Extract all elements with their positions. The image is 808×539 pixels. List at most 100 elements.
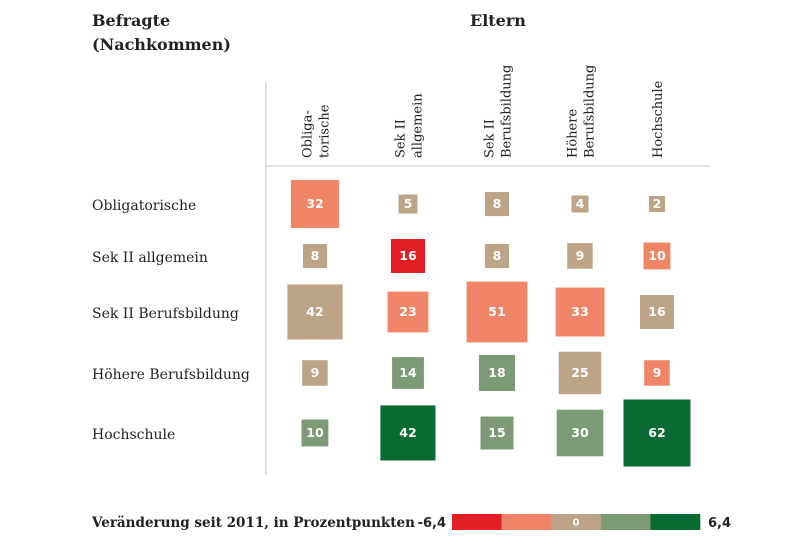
cell-square-r0-c2 bbox=[485, 192, 510, 217]
cell-square-r4-c0 bbox=[301, 419, 329, 447]
cell-square-r2-c3 bbox=[555, 287, 605, 337]
cell-square-r2-c0 bbox=[287, 284, 343, 340]
legend-max-label: 6,4 bbox=[708, 516, 731, 531]
legend-swatch-neg_medium bbox=[501, 514, 552, 530]
heatmap-cell: 8 bbox=[485, 244, 510, 269]
heatmap-cell: 9 bbox=[567, 243, 593, 269]
heatmap-cell: 10 bbox=[643, 242, 671, 270]
cell-value-r1-c2: 8 bbox=[493, 248, 502, 263]
rows-heading-line2: (Nachkommen) bbox=[92, 35, 231, 54]
cell-value-r4-c2: 15 bbox=[488, 425, 505, 440]
cell-square-r3-c2 bbox=[478, 354, 515, 391]
heatmap-cell: 62 bbox=[623, 399, 691, 467]
cell-value-r4-c1: 42 bbox=[399, 425, 416, 440]
cell-square-r4-c2 bbox=[480, 416, 514, 450]
heatmap-cell: 23 bbox=[387, 291, 429, 333]
cell-value-r2-c1: 23 bbox=[399, 304, 416, 319]
row-label-3: Höhere Berufsbildung bbox=[92, 367, 250, 383]
row-label-4: Hochschule bbox=[92, 427, 175, 443]
cell-value-r1-c1: 16 bbox=[399, 248, 417, 263]
heatmap-cell: 18 bbox=[478, 354, 515, 391]
cell-value-r4-c4: 62 bbox=[648, 425, 665, 440]
row-label-1: Sek II allgemein bbox=[92, 250, 208, 266]
column-label-4-line-0: Hochschule bbox=[651, 80, 666, 158]
cell-value-r1-c0: 8 bbox=[311, 248, 320, 263]
row-labels: Obligatorische Sek II allgemein Sek II Ber… bbox=[92, 198, 250, 443]
cell-square-r1-c1 bbox=[391, 239, 425, 273]
cell-square-r4-c4 bbox=[623, 399, 691, 467]
cell-square-r0-c0 bbox=[290, 179, 339, 228]
rows-heading-line1: Befragte bbox=[92, 11, 170, 30]
column-label-3-line-0: Höhere bbox=[566, 109, 581, 158]
cell-value-r3-c3: 25 bbox=[571, 365, 588, 380]
column-label-0-line-0: Obliga- bbox=[301, 110, 316, 158]
cell-value-r0-c1: 5 bbox=[404, 196, 413, 211]
heatmap-cell: 5 bbox=[398, 194, 418, 214]
heatmap-cell: 10 bbox=[301, 419, 329, 447]
cell-square-r3-c1 bbox=[392, 357, 424, 389]
cell-square-r3-c3 bbox=[558, 351, 602, 395]
row-label-2: Sek II Berufsbildung bbox=[92, 306, 239, 322]
cell-square-r2-c4 bbox=[640, 295, 674, 329]
legend: Veränderung seit 2011, in Prozentpunkten… bbox=[91, 514, 731, 531]
columns-heading: Eltern bbox=[470, 11, 526, 30]
legend-swatches: 0 bbox=[452, 514, 701, 530]
heatmap-cell: 33 bbox=[555, 287, 605, 337]
legend-swatch-pos_medium bbox=[600, 514, 651, 530]
heatmap-cell: 9 bbox=[644, 360, 670, 386]
heatmap-cell: 25 bbox=[558, 351, 602, 395]
column-label-2-line-0: Sek II bbox=[483, 119, 498, 158]
cell-value-r2-c0: 42 bbox=[306, 304, 323, 319]
cell-value-r4-c3: 30 bbox=[571, 425, 589, 440]
cell-value-r2-c2: 51 bbox=[488, 304, 505, 319]
cell-value-r4-c0: 10 bbox=[306, 425, 324, 440]
cell-value-r0-c2: 8 bbox=[493, 196, 502, 211]
cell-value-r1-c4: 10 bbox=[648, 248, 666, 263]
cell-value-r0-c0: 32 bbox=[306, 196, 323, 211]
cell-value-r2-c3: 33 bbox=[571, 304, 588, 319]
legend-min-label: -6,4 bbox=[418, 516, 446, 531]
cell-square-r0-c1 bbox=[398, 194, 418, 214]
legend-swatch-neutral bbox=[551, 514, 602, 530]
legend-swatch-neg_strong bbox=[452, 514, 502, 530]
cell-square-r3-c4 bbox=[644, 360, 670, 386]
cell-square-r2-c2 bbox=[466, 281, 528, 343]
cell-value-r0-c3: 4 bbox=[576, 196, 585, 211]
cell-value-r3-c1: 14 bbox=[399, 365, 417, 380]
legend-swatch-pos_strong bbox=[650, 514, 701, 530]
heatmap-cell: 8 bbox=[485, 192, 510, 217]
legend-title: Veränderung seit 2011, in Prozentpunkten bbox=[91, 515, 415, 531]
column-label-1-line-1: allgemein bbox=[411, 93, 426, 158]
row-label-0: Obligatorische bbox=[92, 198, 196, 214]
heatmap-cell: 16 bbox=[640, 295, 674, 329]
cell-value-r3-c0: 9 bbox=[311, 365, 320, 380]
cell-square-r0-c4 bbox=[649, 196, 665, 212]
heatmap-cell: 42 bbox=[287, 284, 343, 340]
cell-value-r3-c2: 18 bbox=[488, 365, 505, 380]
column-label-2-line-1: Berufsbildung bbox=[500, 65, 515, 158]
column-label-3-line-1: Berufsbildung bbox=[583, 65, 598, 158]
heatmap-cell: 14 bbox=[392, 357, 424, 389]
cell-square-r3-c0 bbox=[302, 360, 328, 386]
cell-value-r0-c4: 2 bbox=[653, 196, 662, 211]
cell-square-r2-c1 bbox=[387, 291, 429, 333]
cell-square-r4-c3 bbox=[556, 409, 604, 457]
cell-square-r0-c3 bbox=[571, 195, 589, 213]
heatmap-cell: 15 bbox=[480, 416, 514, 450]
cell-value-r3-c4: 9 bbox=[653, 365, 662, 380]
column-label-1-line-0: Sek II bbox=[394, 119, 409, 158]
cell-square-r1-c3 bbox=[567, 243, 593, 269]
heatmap-cell: 42 bbox=[380, 405, 436, 461]
heatmap-cell: 9 bbox=[302, 360, 328, 386]
legend-zero-label: 0 bbox=[573, 518, 580, 529]
cell-square-r1-c2 bbox=[485, 244, 510, 269]
cell-square-r4-c1 bbox=[380, 405, 436, 461]
heatmap-cell: 4 bbox=[571, 195, 589, 213]
cell-square-r1-c4 bbox=[643, 242, 671, 270]
heatmap-cell: 30 bbox=[556, 409, 604, 457]
heatmap-cell: 32 bbox=[290, 179, 339, 228]
heatmap-cell: 51 bbox=[466, 281, 528, 343]
cell-square-r1-c0 bbox=[303, 244, 328, 269]
